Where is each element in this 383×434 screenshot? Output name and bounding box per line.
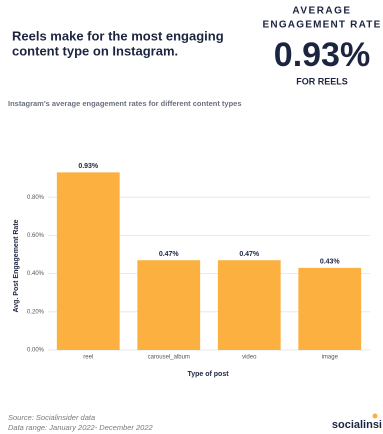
x-tick-label: image bbox=[322, 355, 339, 361]
value-label: 0.47% bbox=[159, 251, 180, 258]
kpi-caption: FOR REELS bbox=[296, 76, 348, 86]
x-tick-label: video bbox=[242, 355, 257, 361]
y-tick-label: 0.40% bbox=[27, 271, 45, 277]
kpi-label: AVERAGE bbox=[292, 6, 351, 17]
x-tick-label: reel bbox=[83, 355, 93, 361]
title: Reels make for the most engaging bbox=[12, 28, 224, 43]
bar bbox=[56, 172, 120, 350]
bar bbox=[298, 267, 362, 350]
y-axis-label: Avg. Post Engagement Rate bbox=[13, 219, 20, 312]
bar bbox=[217, 260, 281, 350]
kpi-label: ENGAGEMENT RATE bbox=[263, 20, 382, 31]
y-tick-label: 0.60% bbox=[27, 233, 45, 239]
value-label: 0.93% bbox=[78, 163, 99, 170]
y-tick-label: 0.20% bbox=[27, 309, 45, 315]
source: Data range: January 2022- December 2022 bbox=[8, 423, 154, 432]
y-tick-label: 0.00% bbox=[27, 348, 45, 354]
x-tick-label: carousel_album bbox=[148, 355, 190, 361]
value-label: 0.47% bbox=[239, 251, 260, 258]
subtitle: Instagram's average engagement rates for… bbox=[8, 99, 242, 108]
source: Source: Socialinsider data bbox=[8, 413, 95, 422]
logo-dot bbox=[372, 413, 378, 419]
title: content type on Instagram. bbox=[12, 43, 178, 58]
x-axis-label: Type of post bbox=[187, 371, 229, 378]
logo: socialinsi bbox=[332, 419, 382, 431]
y-tick-label: 0.80% bbox=[27, 195, 45, 201]
value-label: 0.43% bbox=[320, 259, 341, 266]
bar bbox=[137, 260, 201, 350]
kpi-value: 0.93% bbox=[274, 36, 370, 74]
